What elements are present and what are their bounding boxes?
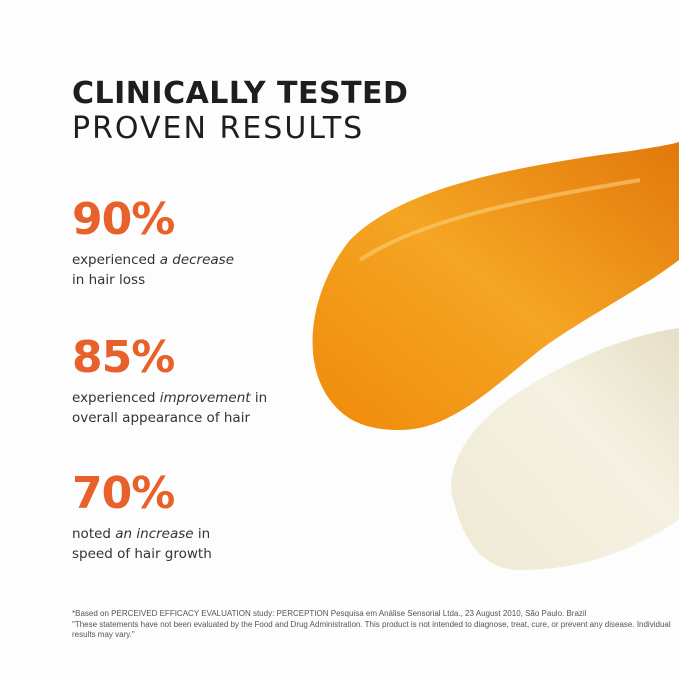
heading-line-1: CLINICALLY TESTED [72,76,409,111]
cream-swatch [451,328,679,570]
stat-growth: 70% noted an increase in speed of hair gr… [72,470,212,564]
stat-value: 70% [72,468,175,519]
stat-description: experienced improvement in overall appear… [72,390,268,426]
footnote: *Based on PERCEIVED EFFICACY EVALUATION … [72,609,672,641]
stat-appearance: 85% experienced improvement in overall ap… [72,334,267,428]
serum-swatch [312,142,679,430]
footnote-disclaimer: "These statements have not been evaluate… [72,619,671,640]
stat-hair-loss: 90% experienced a decrease in hair loss [72,196,234,290]
stat-description: experienced a decrease in hair loss [72,252,235,288]
stat-description: noted an increase in speed of hair growth [72,526,212,562]
footnote-study: *Based on PERCEIVED EFFICACY EVALUATION … [72,609,587,618]
heading-line-2: PROVEN RESULTS [72,111,365,146]
stat-value: 90% [72,194,175,245]
stat-value: 85% [72,332,175,383]
